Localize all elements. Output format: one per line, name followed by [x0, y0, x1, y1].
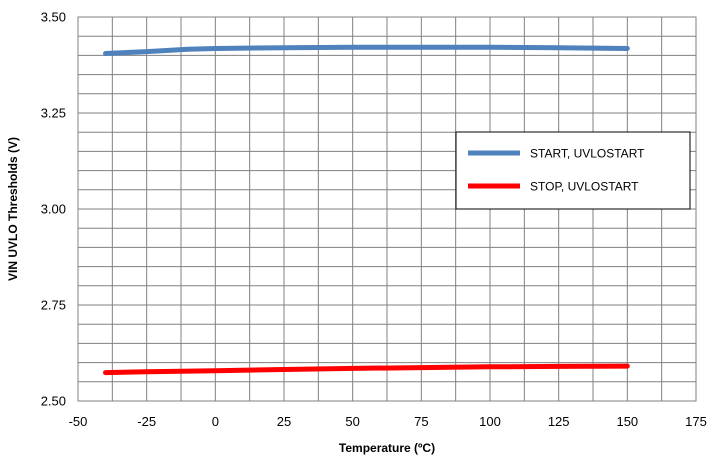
legend-label-stop: STOP, UVLOSTART	[530, 180, 639, 194]
x-tick-label: 0	[212, 414, 219, 429]
series-lines	[103, 44, 630, 376]
grid	[78, 17, 696, 401]
x-tick-label: 100	[479, 414, 501, 429]
y-tick-label: 3.50	[41, 10, 66, 25]
x-tick-label: 125	[548, 414, 570, 429]
y-axis-ticks: 2.50 2.75 3.00 3.25 3.50	[41, 10, 66, 409]
x-tick-label: 150	[616, 414, 638, 429]
x-tick-label: -25	[137, 414, 156, 429]
x-tick-label: 25	[277, 414, 291, 429]
y-tick-label: 3.00	[41, 202, 66, 217]
y-tick-label: 3.25	[41, 106, 66, 121]
y-tick-label: 2.50	[41, 394, 66, 409]
legend: START, UVLOSTART STOP, UVLOSTART	[455, 131, 691, 210]
x-tick-label: 175	[685, 414, 707, 429]
x-tick-label: -50	[69, 414, 88, 429]
y-tick-label: 2.75	[41, 298, 66, 313]
x-axis-ticks: -50 -25 0 25 50 75 100 125 150 175	[69, 414, 707, 429]
x-axis-label: Temperature (ºC)	[339, 441, 435, 455]
plot-border	[77, 16, 697, 402]
y-axis-label: VIN UVLO Thresholds (V)	[6, 137, 20, 281]
legend-box	[455, 131, 691, 210]
x-tick-label: 50	[345, 414, 359, 429]
series-line-1	[103, 363, 630, 376]
series-line-0	[103, 44, 630, 56]
legend-label-start: START, UVLOSTART	[530, 147, 645, 161]
x-tick-label: 75	[414, 414, 428, 429]
